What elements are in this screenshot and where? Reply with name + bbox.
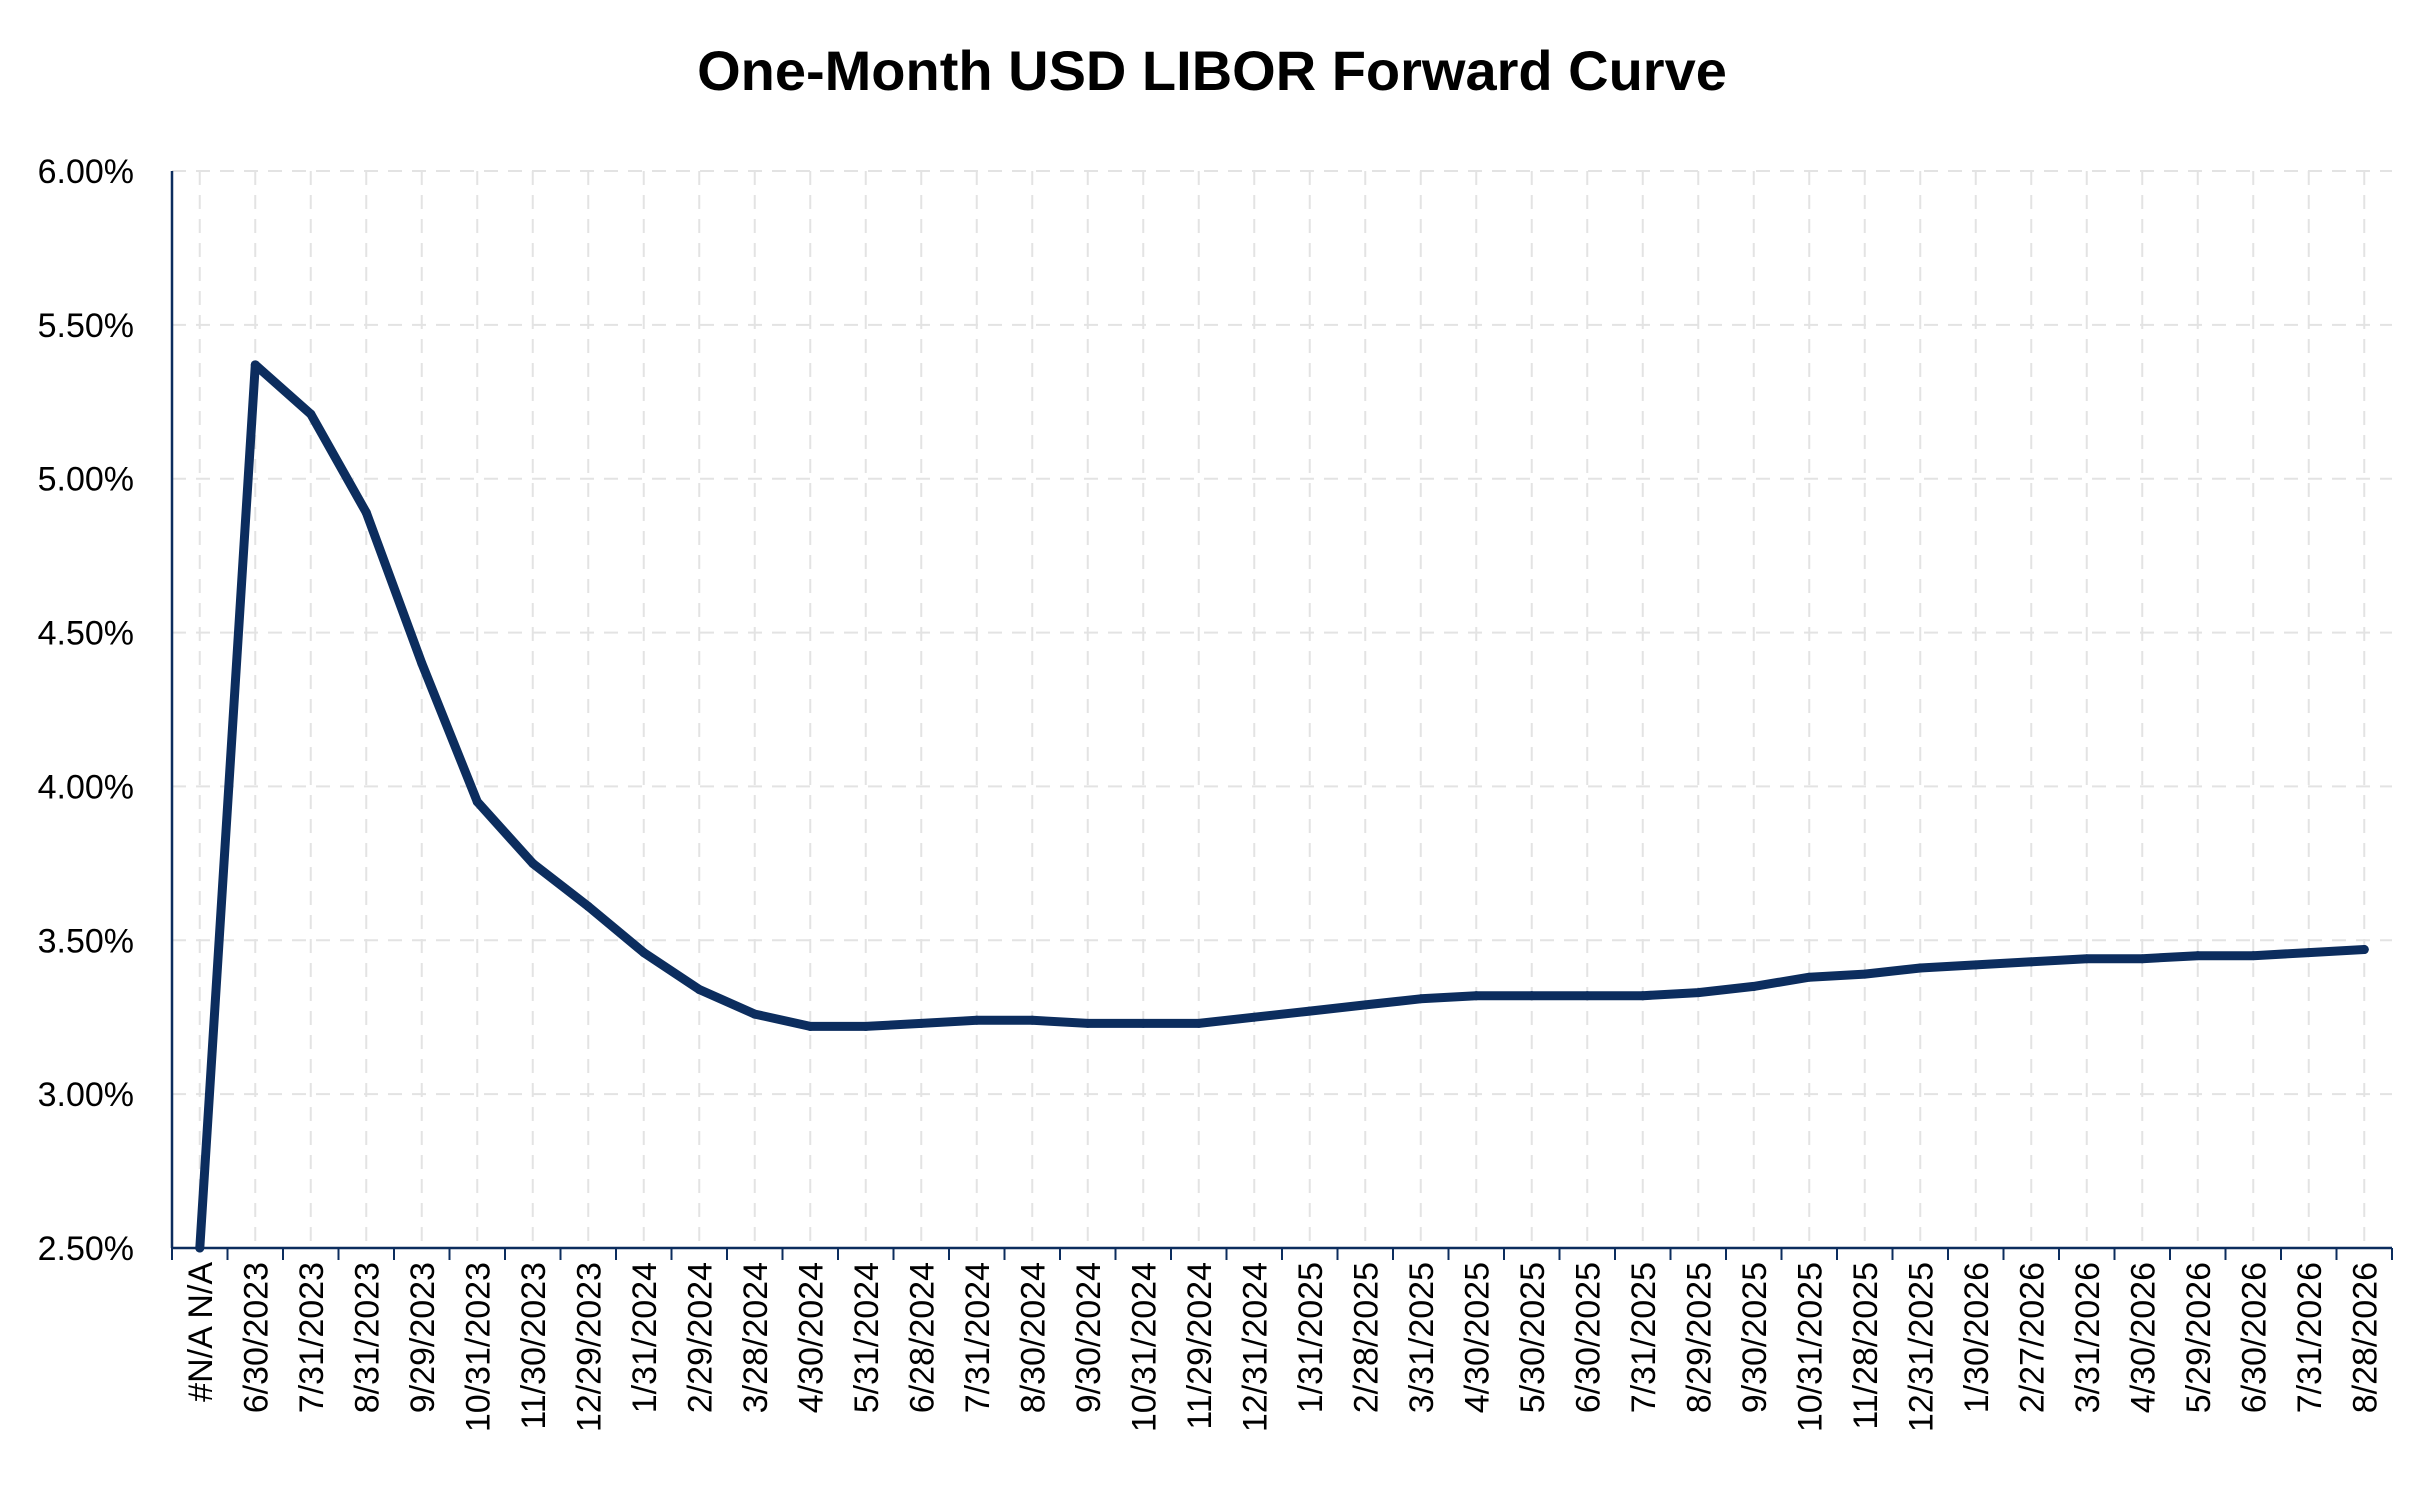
x-tick-label: 10/31/2023 bbox=[459, 1262, 497, 1432]
x-tick-label: 6/30/2023 bbox=[237, 1262, 275, 1413]
x-tick-label: 7/31/2026 bbox=[2291, 1262, 2329, 1413]
x-tick-label: 3/31/2026 bbox=[2069, 1262, 2107, 1413]
chart-title: One-Month USD LIBOR Forward Curve bbox=[697, 39, 1727, 102]
x-tick-label: 12/31/2024 bbox=[1236, 1262, 1274, 1432]
y-tick-label: 2.50% bbox=[38, 1230, 134, 1268]
data-point bbox=[1971, 960, 1981, 970]
x-tick-label: 8/30/2024 bbox=[1014, 1262, 1052, 1413]
data-point bbox=[472, 797, 482, 807]
x-tick-labels: #N/A N/A 6/30/2023 7/31/2023 8/31/2023 9/29/… bbox=[182, 1262, 2385, 1432]
data-point bbox=[2304, 948, 2314, 958]
data-point bbox=[1693, 988, 1703, 998]
data-point bbox=[583, 901, 593, 911]
data-point bbox=[361, 508, 371, 518]
y-tick-label: 5.00% bbox=[38, 461, 134, 499]
data-point bbox=[1083, 1018, 1093, 1028]
x-tick-label: 5/31/2024 bbox=[848, 1262, 886, 1413]
x-tick-label: 3/31/2025 bbox=[1403, 1262, 1441, 1413]
data-point bbox=[1638, 991, 1648, 1001]
data-point bbox=[1804, 972, 1814, 982]
data-point bbox=[972, 1015, 982, 1025]
data-point bbox=[750, 1009, 760, 1019]
x-tick-label: 1/30/2026 bbox=[1958, 1262, 1996, 1413]
y-tick-labels: 2.50% 3.00% 3.50% 4.00% 4.50% 5.00% 5.50% 6.00% bbox=[38, 153, 134, 1268]
x-tick-label: 12/29/2023 bbox=[570, 1262, 608, 1432]
x-tick-label: 10/31/2025 bbox=[1791, 1262, 1829, 1432]
x-tick-label: #N/A N/A bbox=[182, 1262, 220, 1402]
x-tick-label: 5/29/2026 bbox=[2180, 1262, 2218, 1413]
x-tick-label: 2/28/2025 bbox=[1347, 1262, 1385, 1413]
x-tick-label: 8/28/2026 bbox=[2346, 1262, 2384, 1413]
data-point bbox=[1027, 1015, 1037, 1025]
data-point bbox=[2137, 954, 2147, 964]
x-tick-label: 8/31/2023 bbox=[348, 1262, 386, 1413]
data-point bbox=[1249, 1012, 1259, 1022]
data-point bbox=[250, 360, 260, 370]
series-layer bbox=[195, 360, 2369, 1253]
x-tick-label: 7/31/2023 bbox=[293, 1262, 331, 1413]
data-point bbox=[1860, 969, 1870, 979]
data-point bbox=[1527, 991, 1537, 1001]
x-tick-label: 8/29/2025 bbox=[1680, 1262, 1718, 1413]
x-tick-label: 6/30/2025 bbox=[1569, 1262, 1607, 1413]
x-tick-label: 4/30/2024 bbox=[792, 1262, 830, 1413]
x-tick-label: 4/30/2026 bbox=[2124, 1262, 2162, 1413]
y-tick-label: 6.00% bbox=[38, 153, 134, 191]
x-tick-label: 11/28/2025 bbox=[1847, 1262, 1885, 1430]
data-point bbox=[2026, 957, 2036, 967]
data-point bbox=[694, 985, 704, 995]
axis-layer bbox=[170, 171, 2393, 1260]
x-tick-label: 1/31/2025 bbox=[1292, 1262, 1330, 1413]
x-tick-label: 11/30/2023 bbox=[515, 1262, 553, 1430]
x-tick-label: 12/31/2025 bbox=[1902, 1262, 1940, 1432]
data-point bbox=[1582, 991, 1592, 1001]
x-tick-label: 2/29/2024 bbox=[681, 1262, 719, 1413]
data-point bbox=[1138, 1018, 1148, 1028]
data-point bbox=[1915, 963, 1925, 973]
data-point bbox=[861, 1021, 871, 1031]
x-tick-label: 5/30/2025 bbox=[1514, 1262, 1552, 1413]
series-line bbox=[195, 360, 2369, 1253]
y-tick-label: 5.50% bbox=[38, 307, 134, 345]
data-point bbox=[2359, 945, 2369, 955]
y-tick-label: 3.00% bbox=[38, 1076, 134, 1114]
data-point bbox=[417, 658, 427, 668]
y-tick-label: 4.00% bbox=[38, 768, 134, 806]
y-tick-label: 3.50% bbox=[38, 922, 134, 960]
x-tick-label: 6/28/2024 bbox=[903, 1262, 941, 1413]
data-point bbox=[306, 409, 316, 419]
x-tick-label: 10/31/2024 bbox=[1125, 1262, 1163, 1432]
x-tick-label: 7/31/2024 bbox=[959, 1262, 997, 1413]
x-tick-label: 4/30/2025 bbox=[1458, 1262, 1496, 1413]
data-point bbox=[1194, 1018, 1204, 1028]
data-point bbox=[805, 1021, 815, 1031]
data-point bbox=[1360, 1000, 1370, 1010]
grid-layer bbox=[172, 170, 2392, 1248]
x-tick-label: 6/30/2026 bbox=[2235, 1262, 2273, 1413]
x-tick-label: 9/30/2024 bbox=[1070, 1262, 1108, 1413]
y-tick-label: 4.50% bbox=[38, 615, 134, 653]
data-point bbox=[1416, 994, 1426, 1004]
data-point bbox=[916, 1018, 926, 1028]
data-point bbox=[1471, 991, 1481, 1001]
x-tick-label: 1/31/2024 bbox=[626, 1262, 664, 1413]
x-tick-label: 9/29/2023 bbox=[404, 1262, 442, 1413]
data-point bbox=[528, 858, 538, 868]
x-tick-label: 9/30/2025 bbox=[1736, 1262, 1774, 1413]
data-point bbox=[2248, 951, 2258, 961]
data-point bbox=[1749, 981, 1759, 991]
data-point bbox=[639, 948, 649, 958]
x-tick-label: 2/27/2026 bbox=[2013, 1262, 2051, 1413]
x-tick-label: 11/29/2024 bbox=[1181, 1262, 1219, 1430]
data-point bbox=[1305, 1006, 1315, 1016]
x-tick-label: 7/31/2025 bbox=[1625, 1262, 1663, 1413]
data-point bbox=[2193, 951, 2203, 961]
data-point bbox=[2082, 954, 2092, 964]
x-tick-label: 3/28/2024 bbox=[737, 1262, 775, 1413]
data-point bbox=[195, 1243, 205, 1253]
